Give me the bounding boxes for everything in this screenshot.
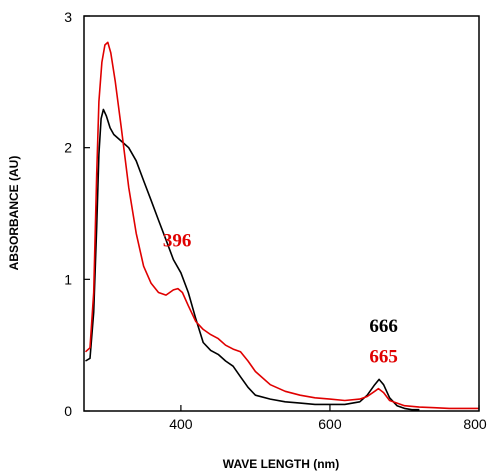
annotations: 396 666 665: [163, 230, 398, 367]
x-tick-label: 800: [463, 416, 487, 432]
x-axis-title: WAVE LENGTH (nm): [223, 457, 339, 471]
series-line-0: [85, 108, 420, 411]
x-tick-label: 600: [318, 416, 342, 432]
y-tick-label: 3: [64, 9, 72, 25]
y-tick-label: 1: [64, 271, 72, 287]
y-axis-title: ABSORBANCE (AU): [7, 156, 21, 271]
peak-annotation: 665: [369, 346, 398, 367]
y-tick-label: 0: [64, 403, 72, 419]
peak-annotation: 396: [163, 230, 192, 251]
x-tick-label: 400: [169, 416, 193, 432]
plot-lines: [84, 41, 479, 411]
series-line-1: [84, 41, 479, 410]
y-tick-label: 2: [64, 140, 72, 156]
peak-annotation: 666: [369, 316, 398, 337]
axis-ticks: 400 600 800 0 1 2 3: [64, 9, 487, 432]
plot-frame: [83, 15, 480, 412]
